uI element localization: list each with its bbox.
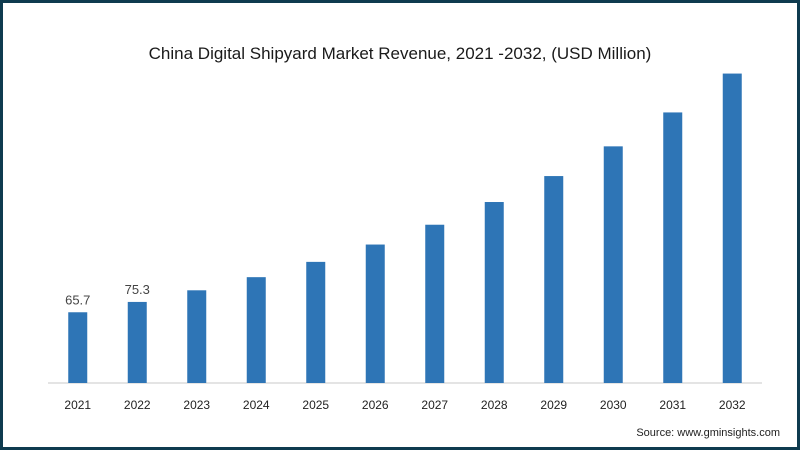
bar-2024	[246, 277, 266, 383]
source-note: Source: www.gminsights.com	[636, 427, 780, 439]
bar-2030	[603, 146, 623, 383]
x-tick-label: 2028	[481, 398, 508, 412]
x-tick-label: 2022	[124, 398, 151, 412]
x-tick-label: 2025	[302, 398, 329, 412]
x-tick-label: 2031	[659, 398, 686, 412]
x-tick-label: 2021	[64, 398, 91, 412]
bar-2021	[68, 312, 88, 383]
x-tick-label: 2026	[362, 398, 389, 412]
x-tick-label: 2023	[183, 398, 210, 412]
bar-2031	[663, 112, 683, 384]
bar-2027	[425, 224, 445, 383]
data-label: 65.7	[65, 292, 90, 307]
x-tick-label: 2032	[719, 398, 746, 412]
bar-2028	[484, 202, 504, 383]
bar-2026	[365, 244, 385, 383]
bar-2029	[544, 176, 564, 383]
x-tick-label: 2024	[243, 398, 270, 412]
bar-2025	[306, 261, 326, 383]
data-label: 75.3	[125, 282, 150, 297]
bar-2032	[722, 73, 742, 383]
chart-title: China Digital Shipyard Market Revenue, 2…	[148, 44, 652, 63]
x-tick-label: 2027	[421, 398, 448, 412]
x-tick-label: 2029	[540, 398, 567, 412]
x-tick-label: 2030	[600, 398, 627, 412]
bar-2022	[127, 301, 147, 383]
bar-2023	[187, 290, 207, 383]
